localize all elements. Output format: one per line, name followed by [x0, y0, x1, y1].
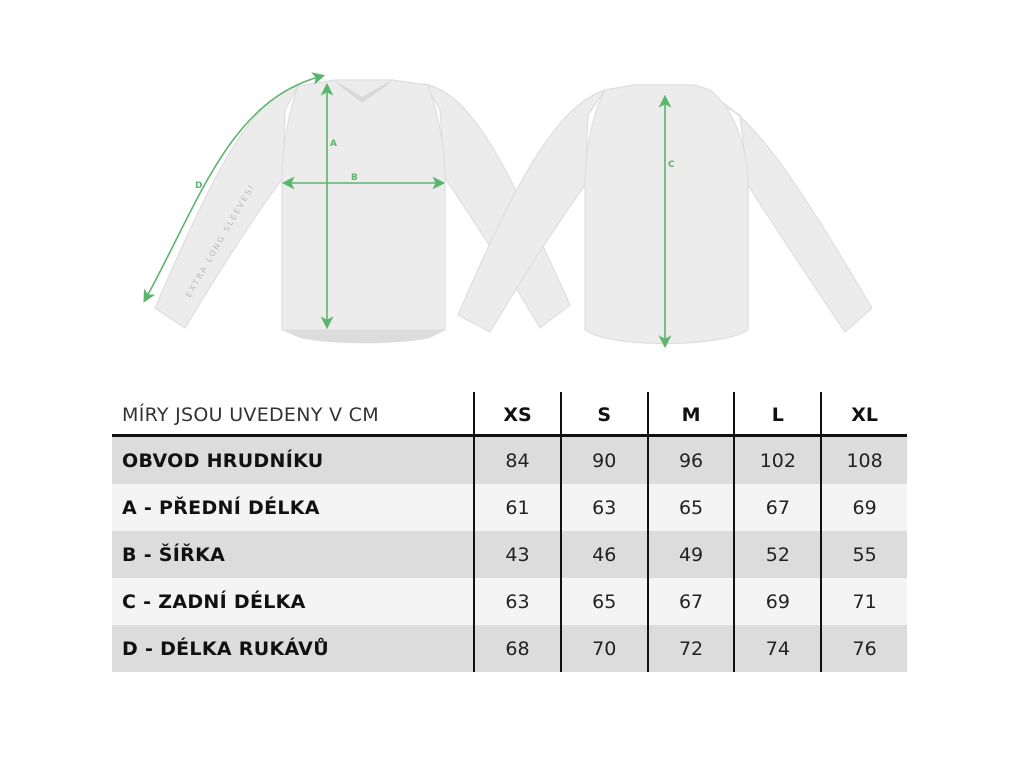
table-cell: 69 [820, 484, 907, 531]
size-table: MÍRY JSOU UVEDENY V CM XS S M L XL OBVOD… [112, 392, 907, 672]
front-left-sleeve [154, 85, 300, 329]
table-cell: 65 [646, 484, 734, 531]
table-cell: 96 [646, 437, 734, 484]
label-c: C [668, 160, 675, 170]
table-cell: 43 [473, 531, 560, 578]
table-row: A - PŘEDNÍ DÉLKA 61 63 65 67 69 [112, 484, 907, 531]
neckline [334, 80, 392, 103]
row-label: D - DÉLKA RUKÁVŮ [122, 637, 329, 660]
table-row: B - ŠÍŘKA 43 46 49 52 55 [112, 531, 907, 578]
table-cell: 74 [733, 625, 820, 672]
table-cell: 67 [733, 484, 820, 531]
table-cell: 63 [559, 484, 647, 531]
label-d: D [195, 181, 202, 191]
back-body [584, 84, 749, 345]
table-cell: 55 [820, 531, 907, 578]
table-cell: 49 [646, 531, 734, 578]
size-header: XL [820, 392, 907, 434]
size-header: M [646, 392, 734, 434]
row-label: B - ŠÍŘKA [122, 543, 226, 566]
table-cell: 65 [559, 578, 647, 625]
table-cell: 52 [733, 531, 820, 578]
table-row: OBVOD HRUDNÍKU 84 90 96 102 108 [112, 437, 907, 484]
table-cell: 46 [559, 531, 647, 578]
table-cell: 69 [733, 578, 820, 625]
table-cell: 61 [473, 484, 560, 531]
table-cell: 108 [820, 437, 907, 484]
back-right-sleeve [689, 87, 873, 333]
table-row: C - ZADNÍ DÉLKA 63 65 67 69 71 [112, 578, 907, 625]
front-hem [282, 330, 445, 344]
table-row: D - DÉLKA RUKÁVŮ 68 70 72 74 76 [112, 625, 907, 672]
table-cell: 84 [473, 437, 560, 484]
front-right-sleeve [423, 83, 571, 329]
table-cell: 90 [559, 437, 647, 484]
table-cell: 71 [820, 578, 907, 625]
size-header: XS [473, 392, 560, 434]
back-left-sleeve [457, 88, 607, 333]
size-header: L [733, 392, 820, 434]
measurement-lines [143, 72, 672, 349]
table-cell: 63 [473, 578, 560, 625]
table-cell: 68 [473, 625, 560, 672]
size-header: S [559, 392, 647, 434]
row-label: A - PŘEDNÍ DÉLKA [122, 496, 320, 519]
front-body [281, 79, 446, 331]
units-label: MÍRY JSOU UVEDENY V CM [122, 404, 379, 426]
label-b: B [351, 173, 358, 183]
table-cell: 67 [646, 578, 734, 625]
row-label: OBVOD HRUDNÍKU [122, 449, 324, 472]
table-cell: 70 [559, 625, 647, 672]
table-header-row: MÍRY JSOU UVEDENY V CM XS S M L XL [112, 392, 907, 437]
table-cell: 72 [646, 625, 734, 672]
jersey-illustration: EXTRA LONG SLEEVES! A B C D [143, 72, 873, 349]
table-cell: 76 [820, 625, 907, 672]
measure-d-arrow [143, 72, 326, 303]
table-cell: 102 [733, 437, 820, 484]
label-a: A [330, 139, 337, 149]
row-label: C - ZADNÍ DÉLKA [122, 590, 306, 613]
